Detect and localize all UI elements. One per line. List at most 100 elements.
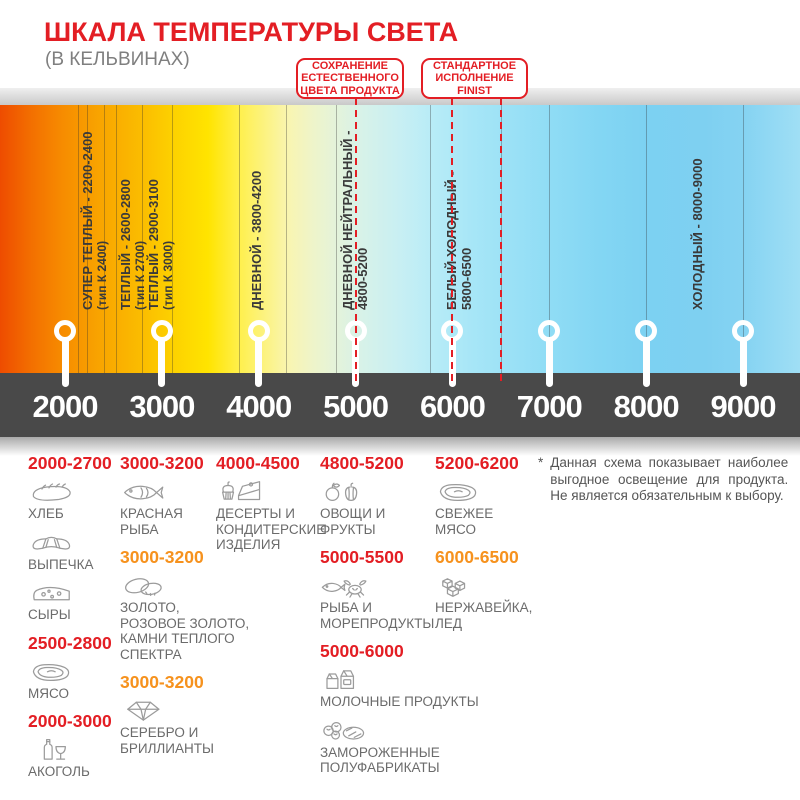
item-label: АКОГОЛЬ bbox=[28, 764, 90, 779]
tick-label-8000: 8000 bbox=[613, 389, 680, 424]
callout-pointer-dash bbox=[499, 98, 502, 382]
legend-column-4: 4800-5200 ОВОЩИ И ФРУКТЫ 5000-5500 РЫБА И М… bbox=[320, 443, 479, 782]
legend-column-2: 3000-3200 КРАСНАЯ РЫБА 3000-3200 ЗОЛОТО, РО… bbox=[120, 443, 249, 762]
item-label: СЫРЫ bbox=[28, 607, 71, 622]
bread-icon bbox=[28, 477, 116, 505]
zone-divider-line bbox=[116, 105, 118, 373]
item-label: РЫБА И МОРЕПРОДУКТЫ bbox=[320, 600, 435, 631]
dessert-icon bbox=[216, 477, 322, 505]
zone-divider-line bbox=[142, 105, 144, 373]
pin-head bbox=[54, 320, 76, 342]
range-header: 5000-6000 bbox=[320, 641, 404, 661]
tick-label-5000: 5000 bbox=[323, 389, 389, 424]
page-title: ШКАЛА ТЕМПЕРАТУРЫ СВЕТА bbox=[44, 17, 459, 47]
kelvin-scale-bar bbox=[0, 373, 800, 437]
cheese-icon bbox=[28, 578, 116, 606]
alcohol-icon bbox=[28, 735, 116, 763]
range-header: 5200-6200 bbox=[435, 453, 519, 473]
zone-divider-line bbox=[103, 105, 105, 373]
footnote-asterisk: * bbox=[538, 455, 544, 470]
pin-stem bbox=[255, 340, 263, 387]
tick-label-7000: 7000 bbox=[516, 389, 583, 424]
range-header: 4000-4500 bbox=[216, 453, 300, 473]
pin-stem bbox=[158, 340, 166, 387]
croissant-icon bbox=[28, 528, 116, 556]
zone-divider-line bbox=[87, 105, 89, 373]
callout-line: СТАНДАРТНОЕ bbox=[432, 59, 517, 72]
item-label: МОЛОЧНЫЕ ПРОДУКТЫ bbox=[320, 694, 479, 709]
scale-pin bbox=[247, 320, 270, 388]
pin-stem bbox=[61, 340, 69, 387]
item-label: ОВОЩИ И ФРУКТЫ bbox=[320, 506, 386, 537]
range-header: 2500-2800 bbox=[28, 632, 112, 653]
range-header: 3000-3200 bbox=[120, 453, 204, 473]
callout-line: ЕСТЕСТВЕННОГО bbox=[301, 72, 399, 85]
zone-label-line: 5800-6500 bbox=[458, 247, 474, 310]
tick-label-2000: 2000 bbox=[32, 389, 99, 424]
callout-standard-finist: СТАНДАРТНОЕ ИСПОЛНЕНИЕ FINIST bbox=[421, 58, 528, 99]
item-label: НЕРЖАВЕЙКА, ЛЕД bbox=[435, 600, 533, 631]
pin-head bbox=[732, 320, 754, 342]
zone-divider-line bbox=[77, 105, 79, 373]
rings-icon bbox=[120, 571, 220, 599]
range-header: 2000-3000 bbox=[28, 711, 112, 731]
callout-pointer-dash bbox=[354, 98, 357, 382]
zone-label: ДНЕВНОЙ - 3800-4200 bbox=[249, 171, 264, 310]
item-label: ВЫПЕЧКА bbox=[28, 556, 94, 572]
item-label: ХЛЕБ bbox=[28, 506, 64, 521]
tick-label-6000: 6000 bbox=[419, 389, 486, 424]
range-header: 2000-2700 bbox=[28, 453, 112, 473]
scale-pin bbox=[732, 320, 754, 388]
pin-head bbox=[635, 320, 658, 342]
zone-label: ТЕПЛЫЙ - 2600-2800 (тип К 2700) bbox=[118, 179, 148, 310]
item-label: ЗОЛОТО, РОЗОВОЕ ЗОЛОТО, КАМНИ ТЕПЛОГО СП… bbox=[120, 600, 250, 662]
scale-pin bbox=[150, 320, 173, 388]
tick-label-9000: 9000 bbox=[710, 389, 777, 424]
range-header: 3000-3200 bbox=[120, 547, 204, 567]
pin-stem bbox=[545, 340, 553, 387]
item-label: ДЕСЕРТЫ И КОНДИТЕРСКИЕ ИЗДЕЛИЯ bbox=[216, 506, 326, 552]
fruits-icon bbox=[320, 477, 432, 505]
zone-label-line: ТЕПЛЫЙ - 2900-3100 bbox=[145, 179, 161, 310]
tick-label-4000: 4000 bbox=[226, 389, 292, 424]
seafood-icon bbox=[320, 571, 432, 599]
fresh-meat-icon bbox=[435, 477, 535, 505]
item-label: СЕРЕБРО И БРИЛЛИАНТЫ bbox=[120, 725, 214, 756]
bottom-shadow-strip bbox=[0, 437, 800, 456]
callout-pointer-dash bbox=[451, 98, 454, 382]
page-subtitle: (В КЕЛЬВИНАХ) bbox=[45, 49, 190, 70]
scale-pin bbox=[635, 320, 658, 388]
item-label: МЯСО bbox=[28, 685, 69, 701]
zone-label: БЕЛЫЙ ХОЛОДНЫЙ -5800-6500 bbox=[444, 171, 474, 310]
footnote: * Данная схема показывает наиболее выгод… bbox=[538, 455, 794, 505]
diamond-icon bbox=[120, 696, 220, 724]
scale-pin bbox=[54, 320, 76, 388]
frozen-icon bbox=[320, 716, 432, 744]
legend-column-3: 4000-4500 ДЕСЕРТЫ И КОНДИТЕРСКИЕ ИЗДЕЛИЯ bbox=[216, 443, 326, 559]
callout-line: ИСПОЛНЕНИЕ bbox=[435, 72, 514, 85]
pin-head bbox=[538, 320, 561, 342]
callout-line: ЦВЕТА ПРОДУКТА bbox=[300, 84, 400, 97]
zone-label-line: ХОЛОДНЫЙ - 8000-9000 bbox=[689, 158, 705, 310]
zone-label-line: 4800-5200 bbox=[354, 247, 370, 310]
pin-stem bbox=[739, 340, 747, 387]
item-label: КРАСНАЯ РЫБА bbox=[120, 506, 183, 537]
pin-head bbox=[247, 320, 270, 342]
zone-divider-line bbox=[239, 105, 241, 373]
pin-stem bbox=[642, 340, 650, 387]
zone-divider-line bbox=[430, 105, 432, 373]
range-header: 6000-6500 bbox=[435, 547, 519, 567]
zone-label-line: ДНЕВНОЙ НЕЙТРАЛЬНЫЙ - bbox=[339, 130, 355, 310]
fish-icon bbox=[120, 477, 220, 505]
zone-divider-line bbox=[646, 105, 648, 373]
ice-icon bbox=[435, 571, 535, 599]
scale-pin bbox=[538, 320, 561, 388]
footnote-text: Данная схема показывает наиболее выгодно… bbox=[550, 455, 789, 503]
kelvin-gradient-bar bbox=[0, 105, 800, 373]
milk-icon bbox=[320, 665, 432, 693]
zone-label: ТЕПЛЫЙ - 2900-3100 (тип К 3000) bbox=[146, 179, 176, 310]
range-header: 3000-3200 bbox=[120, 672, 204, 692]
legend-column-5: 5200-6200 СВЕЖЕЕ МЯСО 6000-6500 НЕРЖАВЕЙКА,… bbox=[435, 443, 535, 637]
